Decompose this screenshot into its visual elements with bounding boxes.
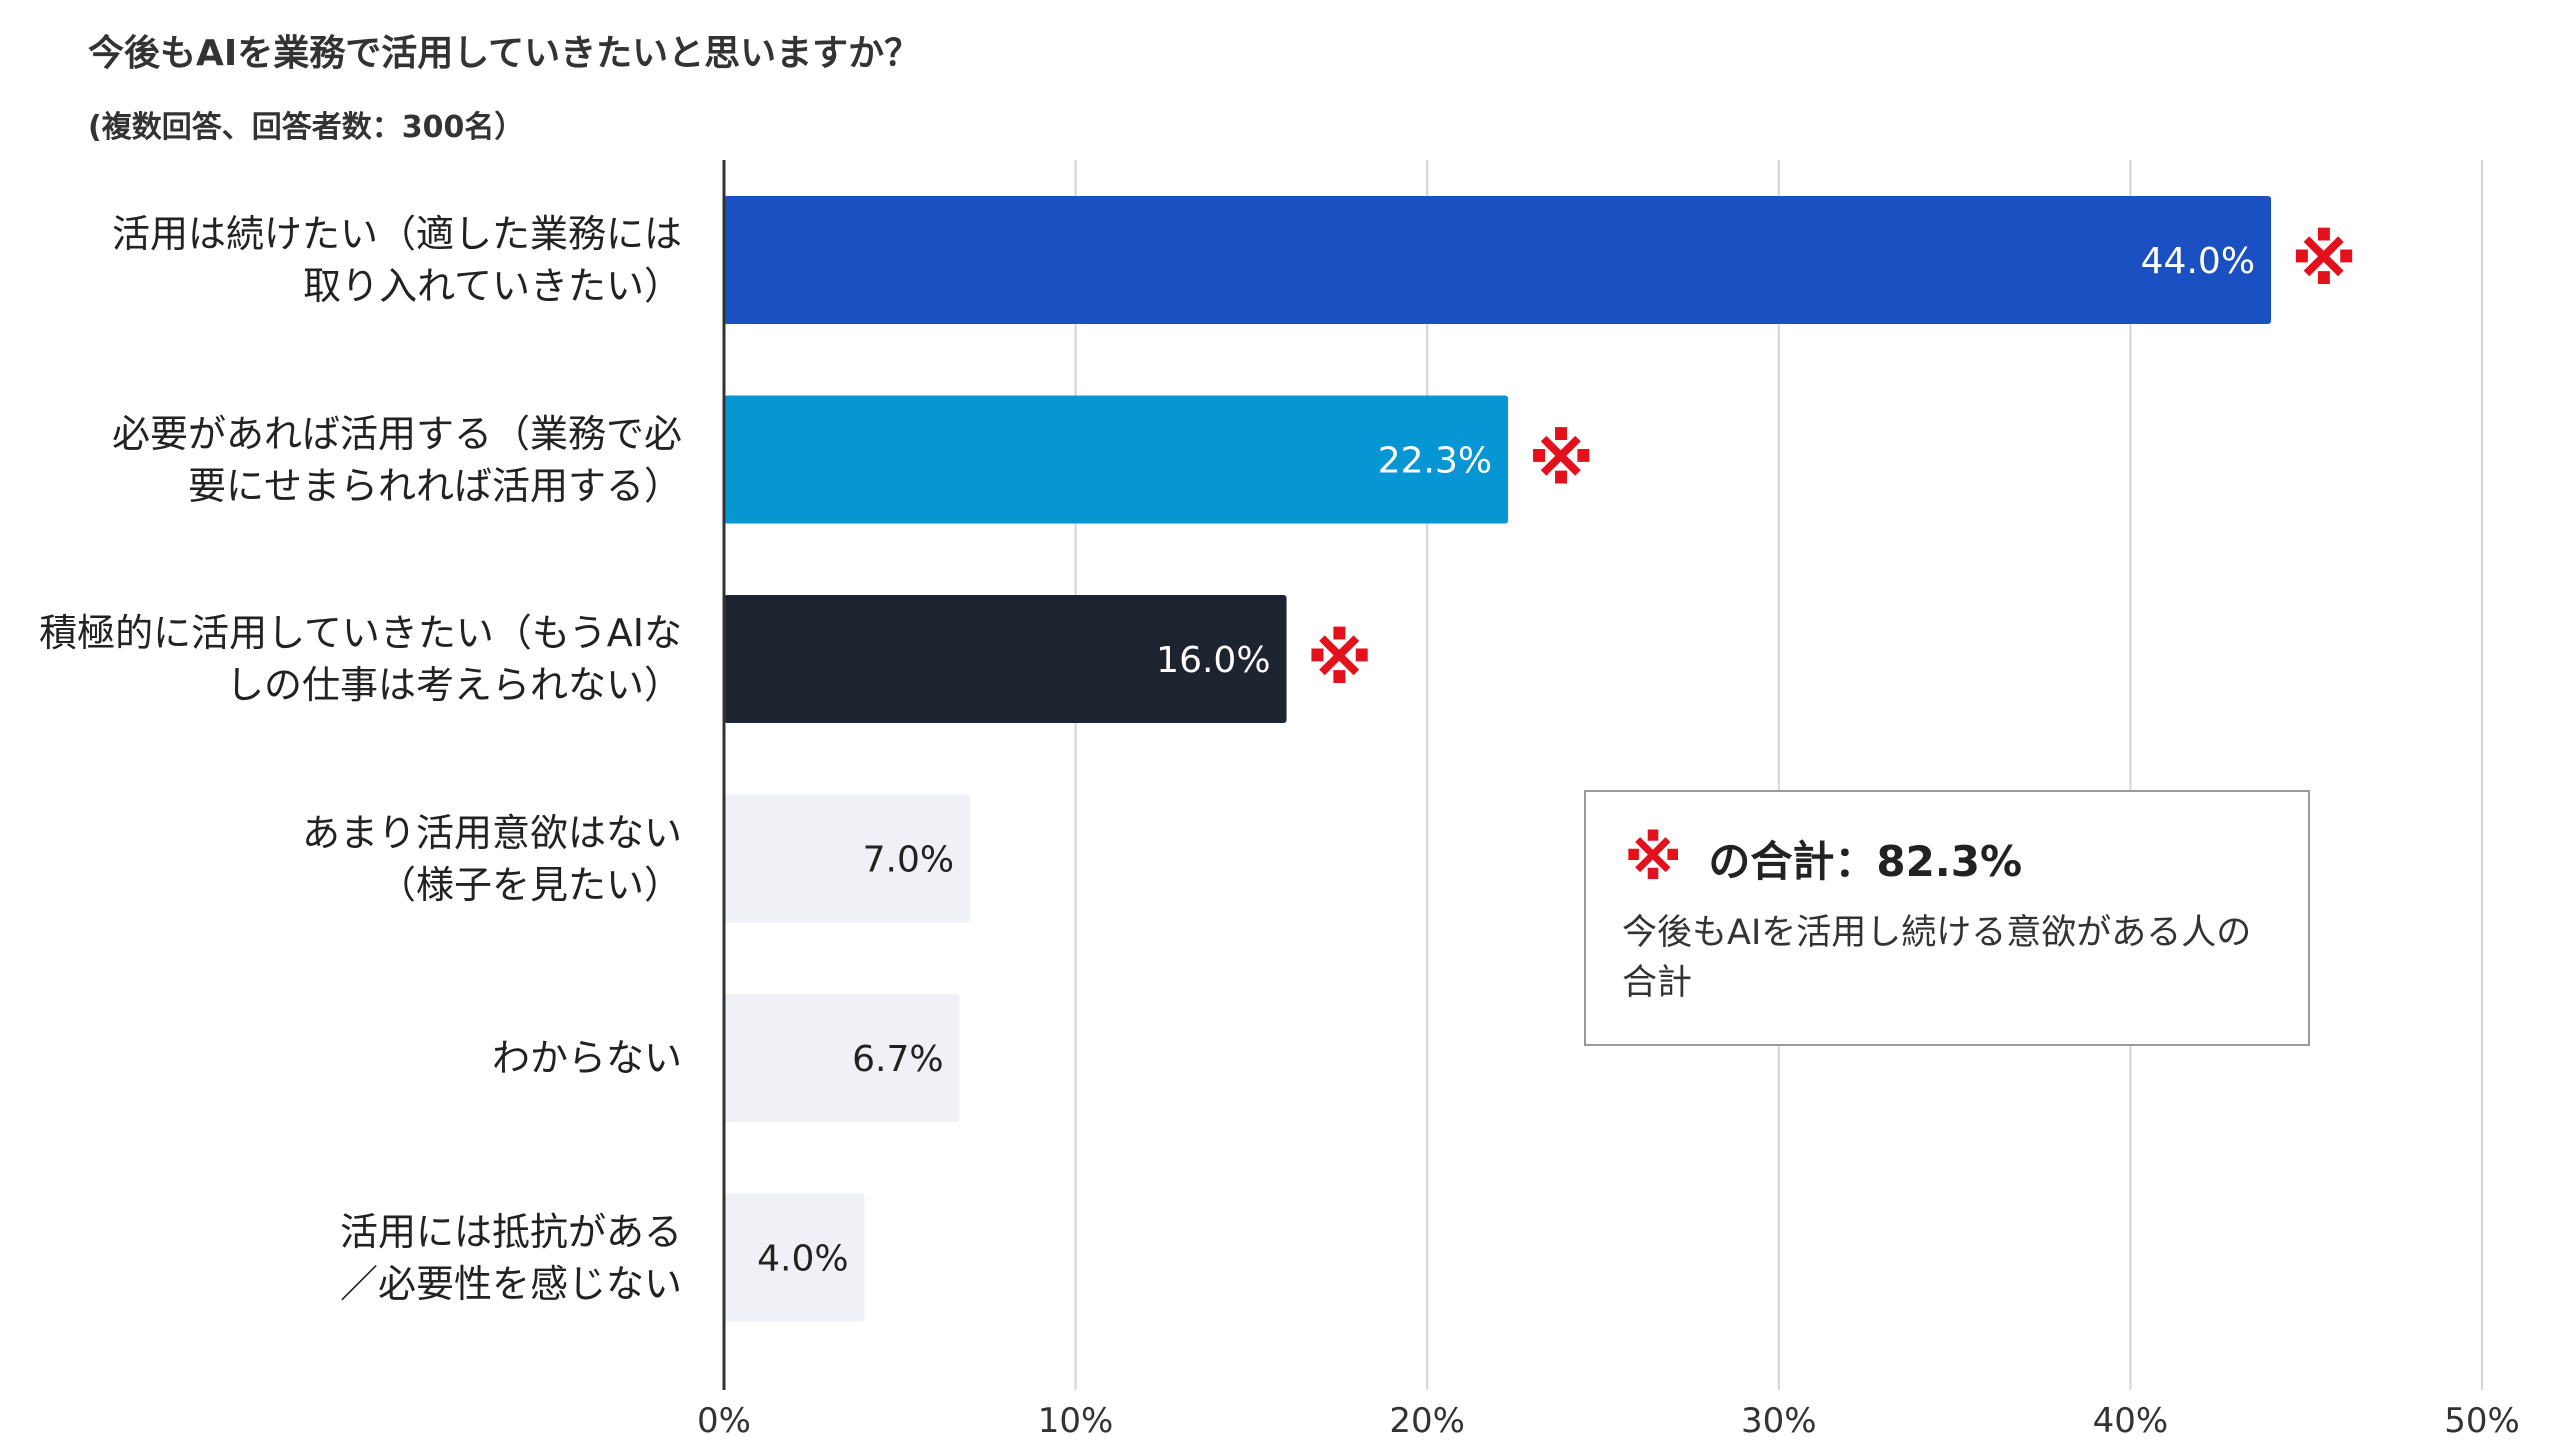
category-label: わからない bbox=[2, 1032, 682, 1084]
category-label-line: 要にせまられれば活用する） bbox=[187, 463, 682, 508]
category-label-line: （様子を見たい） bbox=[377, 862, 682, 907]
category-label-line: 取り入れていきたい） bbox=[303, 264, 682, 308]
total-legend-box: ※ の合計：82.3% 今後もAIを活用し続ける意欲がある人の合計 bbox=[1584, 790, 2310, 1046]
x-tick-label: 20% bbox=[1389, 1401, 1465, 1440]
bar bbox=[724, 1193, 865, 1322]
data-label: 22.3% bbox=[1378, 441, 1492, 482]
asterisk-mark-icon: ※ bbox=[1307, 621, 1373, 700]
data-label: 16.0% bbox=[1156, 640, 1270, 681]
chart-title: 今後もAIを業務で活用していきたいと思いますか？ bbox=[88, 33, 921, 74]
legend-heading-text: の合計：82.3% bbox=[1708, 837, 2023, 886]
data-label: 6.7% bbox=[852, 1039, 943, 1080]
category-label: 活用には抵抗がある ／必要性を感じない bbox=[2, 1206, 682, 1310]
category-label-line: 活用は続けたい（適した業務には bbox=[111, 212, 682, 256]
x-tick-label: 0% bbox=[697, 1401, 751, 1440]
asterisk-mark-icon: ※ bbox=[1528, 422, 1594, 501]
category-label: 活用は続けたい（適した業務には取り入れていきたい） bbox=[2, 208, 682, 312]
bar bbox=[724, 595, 1287, 723]
bar bbox=[724, 395, 1509, 524]
category-label: 必要があれば活用する（業務で必要にせまられれば活用する） bbox=[2, 408, 682, 512]
x-tick-label: 30% bbox=[1741, 1401, 1817, 1440]
category-label: あまり活用意欲はない （様子を見たい） bbox=[2, 807, 682, 911]
category-label-line: ／必要性を感じない bbox=[339, 1261, 682, 1306]
legend-description: 今後もAIを活用し続ける意欲がある人の合計 bbox=[1622, 913, 2252, 1003]
asterisk-mark-icon: ※ bbox=[2291, 222, 2357, 301]
category-label-line: わからない bbox=[491, 1036, 682, 1080]
category-label-line: しの仕事は考えられない） bbox=[225, 663, 682, 707]
category-label: 積極的に活用していきたい（もうAIなしの仕事は考えられない） bbox=[2, 607, 682, 711]
category-label-line: あまり活用意欲はない bbox=[301, 810, 682, 855]
category-label-line: 必要があれば活用する（業務で必 bbox=[111, 411, 682, 456]
x-tick-label: 40% bbox=[2093, 1401, 2169, 1440]
asterisk-mark-icon: ※ bbox=[1624, 823, 1683, 894]
x-tick-label: 50% bbox=[2444, 1401, 2520, 1440]
legend-heading: ※ の合計：82.3% bbox=[1624, 828, 2022, 889]
chart-subtitle: (複数回答、回答者数：300名） bbox=[88, 110, 525, 145]
bar bbox=[724, 196, 2272, 324]
category-label-line: 活用には抵抗がある bbox=[339, 1209, 682, 1254]
bar bbox=[724, 994, 960, 1122]
data-label: 7.0% bbox=[863, 840, 954, 881]
data-label: 4.0% bbox=[757, 1239, 848, 1280]
x-tick-label: 10% bbox=[1038, 1401, 1114, 1440]
data-label: 44.0% bbox=[2141, 241, 2255, 282]
bar bbox=[724, 794, 971, 923]
category-label-line: 積極的に活用していきたい（もうAIな bbox=[39, 611, 682, 655]
